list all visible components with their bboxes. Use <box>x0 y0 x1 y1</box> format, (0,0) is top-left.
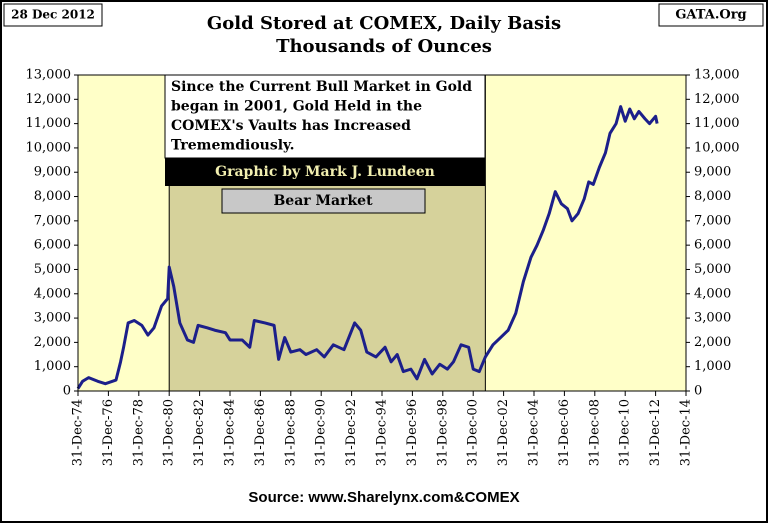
x-tick-label: 31-Dec-86 <box>253 399 268 466</box>
y2-tick-label: 3,000 <box>694 311 731 326</box>
y-tick-label: 5,000 <box>34 262 71 277</box>
x-tick-label: 31-Dec-88 <box>283 399 298 466</box>
credit-box <box>658 3 764 27</box>
gold-line <box>76 105 659 390</box>
y-tick-label: 8,000 <box>34 189 71 204</box>
y-tick-label: 13,000 <box>26 68 72 83</box>
annotation-line: Trememdiously. <box>171 138 294 154</box>
y2-tick-label: 6,000 <box>694 238 731 253</box>
x-tick-label: 31-Dec-78 <box>131 399 146 466</box>
credit: GATA.Org <box>675 8 746 23</box>
y-tick-label: 11,000 <box>26 116 72 131</box>
date-label: 28 Dec 2012 <box>11 8 95 22</box>
annotation-line: COMEX's Vaults has Increased <box>171 118 411 134</box>
y2-tick-label: 0 <box>694 384 702 399</box>
annotation-line: Since the Current Bull Market in Gold <box>171 79 472 95</box>
y2-tick-label: 4,000 <box>694 286 731 301</box>
byline-box <box>165 158 485 186</box>
y-tick-label: 12,000 <box>26 92 72 107</box>
x-tick-label: 31-Dec-76 <box>101 399 116 466</box>
byline: Graphic by Mark J. Lundeen <box>215 164 435 180</box>
y-tick-label: 0 <box>63 384 71 399</box>
y-tick-label: 6,000 <box>34 238 71 253</box>
x-tick-label: 31-Dec-92 <box>344 399 359 466</box>
y2-tick-label: 8,000 <box>694 189 731 204</box>
annotation-line: began in 2001, Gold Held in the <box>171 99 422 115</box>
chart-title: Gold Stored at COMEX, Daily Basis <box>207 13 561 34</box>
bear-market-label-box <box>221 188 426 214</box>
y-tick-label: 7,000 <box>34 213 71 228</box>
chart-subtitle: Thousands of Ounces <box>276 36 492 57</box>
y2-tick-label: 12,000 <box>694 92 740 107</box>
x-tick-label: 31-Dec-02 <box>496 399 511 466</box>
x-tick-label: 31-Dec-82 <box>192 399 207 466</box>
y2-tick-label: 1,000 <box>694 359 731 374</box>
y-tick-label: 4,000 <box>34 286 71 301</box>
x-tick-label: 31-Dec-08 <box>587 399 602 466</box>
source: Source: www.Sharelynx.com&COMEX <box>248 489 519 506</box>
x-tick-label: 31-Dec-14 <box>679 399 694 466</box>
y2-tick-label: 9,000 <box>694 165 731 180</box>
x-tick-label: 31-Dec-84 <box>223 399 238 466</box>
bear-market-label: Bear Market <box>273 193 373 209</box>
y2-tick-label: 10,000 <box>694 140 740 155</box>
x-tick-label: 31-Dec-98 <box>435 399 450 466</box>
x-tick-label: 31-Dec-96 <box>405 399 420 466</box>
y2-tick-label: 2,000 <box>694 335 731 350</box>
annotation-box <box>164 74 486 159</box>
x-tick-label: 31-Dec-00 <box>466 399 481 466</box>
y2-tick-label: 13,000 <box>694 68 740 83</box>
y2-tick-label: 5,000 <box>694 262 731 277</box>
y-tick-label: 2,000 <box>34 335 71 350</box>
x-tick-label: 31-Dec-74 <box>71 399 86 466</box>
x-tick-label: 31-Dec-06 <box>557 399 572 466</box>
y2-tick-label: 11,000 <box>694 116 740 131</box>
y-tick-label: 9,000 <box>34 165 71 180</box>
y-tick-label: 10,000 <box>26 140 72 155</box>
x-tick-label: 31-Dec-94 <box>375 399 390 466</box>
x-tick-label: 31-Dec-90 <box>314 399 329 466</box>
y2-tick-label: 7,000 <box>694 213 731 228</box>
y-tick-label: 1,000 <box>34 359 71 374</box>
y-tick-label: 3,000 <box>34 311 71 326</box>
date-box <box>3 3 103 27</box>
x-tick-label: 31-Dec-80 <box>162 399 177 466</box>
x-tick-label: 31-Dec-04 <box>527 399 542 466</box>
x-tick-label: 31-Dec-12 <box>648 399 663 466</box>
x-tick-label: 31-Dec-10 <box>618 399 633 466</box>
